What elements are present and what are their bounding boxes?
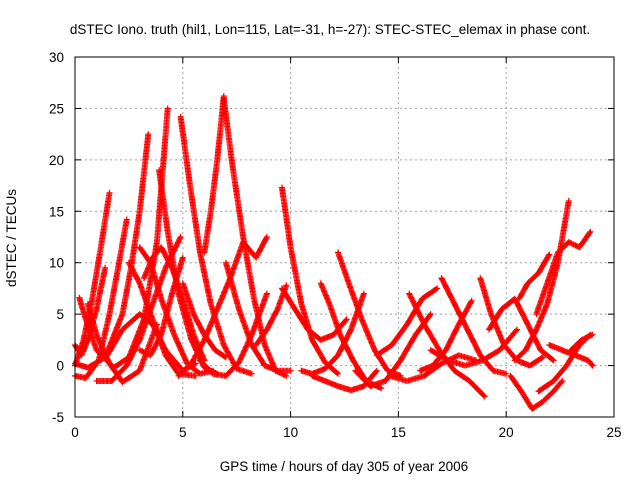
data-arc (533, 228, 594, 318)
data-arc (279, 285, 350, 343)
data-point-markers (84, 300, 160, 385)
data-point-markers (511, 198, 572, 364)
x-axis-label: GPS time / hours of day 305 of year 2006 (220, 459, 468, 474)
data-point-markers (477, 275, 546, 369)
chart-title: dSTEC Iono. truth (hil1, Lon=115, Lat=-3… (70, 22, 590, 37)
data-arc (279, 184, 341, 377)
data-arc (177, 113, 255, 377)
y-axis-label: dSTEC / TECUs (4, 189, 19, 287)
data-point-markers (279, 285, 350, 343)
data-point-markers (567, 331, 596, 354)
x-tick-label: 10 (283, 425, 298, 440)
axis-ticks: 0 5 10 15 20 25 -5 0 5 10 15 20 25 30 (49, 50, 622, 440)
plot-frame (74, 56, 615, 418)
data-point-markers (335, 249, 404, 379)
x-tick-label: 0 (71, 425, 79, 440)
y-tick-label: 15 (49, 204, 64, 219)
data-point-markers (546, 342, 596, 369)
y-tick-label: 20 (49, 153, 64, 168)
data-arc (516, 251, 553, 302)
data-point-markers (279, 184, 341, 377)
data-arc (477, 275, 546, 369)
data-arc (222, 259, 294, 374)
data-point-markers (220, 95, 290, 379)
data-point-markers (533, 228, 594, 318)
data-arc (335, 249, 404, 379)
data-arc (546, 342, 596, 369)
y-tick-label: 10 (49, 256, 64, 271)
data-arc (84, 300, 160, 385)
y-tick-label: 25 (49, 101, 64, 116)
y-tick-label: 30 (49, 50, 64, 65)
data-arc (486, 295, 557, 364)
data-point-markers (197, 290, 270, 379)
data-point-markers (222, 259, 294, 374)
data-arc (197, 290, 270, 379)
data-arc (507, 372, 566, 412)
x-tick-label: 25 (606, 425, 621, 440)
data-arc (567, 331, 596, 354)
data-arc (136, 254, 186, 359)
data-points (72, 93, 596, 412)
data-point-markers (507, 372, 566, 412)
data-point-markers (516, 251, 553, 302)
x-tick-label: 5 (179, 425, 187, 440)
data-arc (220, 95, 290, 379)
data-point-markers (201, 93, 227, 256)
data-point-markers (177, 113, 255, 377)
data-point-markers (136, 254, 186, 359)
x-tick-label: 15 (391, 425, 406, 440)
x-tick-label: 20 (499, 425, 514, 440)
y-tick-label: -5 (52, 410, 64, 425)
data-arc (511, 198, 572, 364)
data-arc (201, 93, 227, 256)
y-tick-label: 0 (56, 359, 64, 374)
data-point-markers (486, 295, 557, 364)
y-tick-label: 5 (56, 307, 64, 322)
